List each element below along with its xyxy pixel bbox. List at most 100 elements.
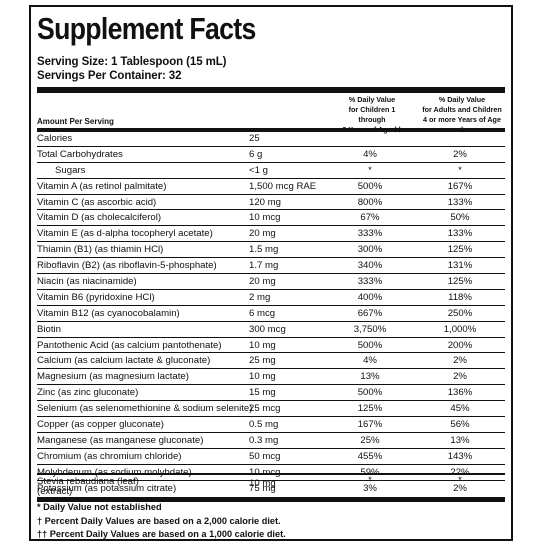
table-row: Vitamin A (as retinol palmitate) 1,500 mc… [37, 179, 505, 195]
table-row: Selenium (as selenomethionine & sodium s… [37, 401, 505, 418]
nutrient-amount: 300 mcg [249, 323, 286, 335]
nutrient-dv-children: 3% [363, 482, 377, 494]
table-row: Riboflavin (B2) (as riboflavin-5-phospha… [37, 258, 505, 275]
nutrient-dv-children: 333% [357, 228, 383, 240]
nutrient-name: Pantothenic Acid (as calcium pantothenat… [37, 339, 222, 351]
nutrient-name: Total Carbohydrates [37, 148, 123, 160]
nutrient-dv-children: 400% [357, 291, 383, 303]
nutrient-name: Sugars [55, 164, 86, 176]
nutrient-dv-adults: 131% [447, 260, 473, 272]
table-row: Sugars <1 g * * [37, 163, 505, 179]
nutrient-dv-adults: 250% [447, 307, 473, 319]
nutrient-dv-children: 500% [357, 180, 383, 192]
table-row: Biotin 300 mcg 3,750% 1,000% [37, 322, 505, 338]
stevia-row: Stevia rebaudiana (leaf) (extract) 10 mg… [37, 475, 505, 497]
nutrient-dv-children: 340% [357, 260, 383, 272]
nutrient-dv-children: 455% [357, 450, 383, 462]
table-row: Thiamin (B1) (as thiamin HCl) 1.5 mg 300% 1… [37, 242, 505, 259]
nutrient-name: Molybdenum (as sodium molybdate) [37, 465, 192, 480]
nutrient-amount: 75 mg [249, 482, 276, 494]
nutrient-amount: 50 mcg [249, 450, 281, 462]
header-divider-thick [37, 87, 505, 93]
nutrient-amount: 120 mg [249, 196, 281, 208]
adults-dv-header-line: % Daily Value [438, 95, 486, 104]
table-row: Magnesium (as magnesium lactate) 10 mg 13%… [37, 369, 505, 386]
nutrient-amount: 10 mcg [249, 212, 281, 224]
table-row: Calories 25 [37, 131, 505, 147]
nutrient-dv-children: 167% [357, 419, 383, 431]
adults-dv-header-line: for Adults and Children [422, 105, 502, 114]
nutrient-name: Vitamin A (as retinol palmitate) [37, 180, 167, 192]
table-row: Calcium (as calcium lactate & gluconate)… [37, 353, 505, 370]
nutrient-dv-adults: * [458, 164, 462, 176]
nutrient-amount: 20 mg [249, 276, 276, 288]
table-row: Manganese (as manganese gluconate) 0.3 mg… [37, 433, 505, 449]
panel-title: Supplement Facts [37, 11, 256, 46]
nutrient-dv-adults: 133% [447, 228, 473, 240]
stevia-dv-children: * [368, 475, 372, 486]
stevia-dv-adults: * [458, 475, 462, 486]
nutrient-name: Vitamin C (as ascorbic acid) [37, 196, 157, 208]
table-row: Total Carbohydrates 6 g 4% 2% [37, 147, 505, 163]
nutrient-dv-adults: 22% [421, 465, 499, 480]
servings-per-container: Servings Per Container: 32 [37, 70, 182, 82]
nutrient-dv-children: 500% [357, 339, 383, 351]
nutrient-name: Magnesium (as magnesium lactate) [37, 371, 189, 383]
nutrient-dv-children: 4% [363, 148, 377, 160]
footer-divider-thick [37, 497, 505, 502]
nutrient-dv-adults: 200% [447, 339, 473, 351]
table-row: Copper (as copper gluconate) 0.5 mg 167% 56… [37, 417, 505, 433]
nutrient-dv-children: 25% [360, 434, 380, 446]
nutrient-name: Copper (as copper gluconate) [37, 419, 164, 431]
nutrient-amount: 6 g [249, 148, 263, 160]
nutrient-name: Zinc (as zinc gluconate) [37, 387, 139, 399]
nutrient-amount: 1.5 mg [249, 244, 279, 256]
nutrient-dv-children: 125% [357, 403, 383, 415]
nutrient-amount: 20 mg [249, 228, 276, 240]
table-row: Vitamin B12 (as cyanocobalamin) 6 mcg 667%… [37, 306, 505, 322]
nutrient-amount: 1.7 mg [249, 260, 279, 272]
nutrient-dv-children: 800% [357, 196, 383, 208]
footnote: †† Percent Daily Values are based on a 1… [37, 529, 286, 540]
panel-inner: Supplement Facts Serving Size: 1 Tablesp… [37, 7, 505, 539]
nutrient-dv-adults: 133% [447, 196, 473, 208]
footnote: * Daily Value not established [37, 502, 162, 512]
nutrient-dv-adults: 1,000% [443, 323, 477, 335]
supplement-facts-panel: Supplement Facts Serving Size: 1 Tablesp… [29, 5, 513, 541]
nutrient-name: Vitamin B6 (pyridoxine HCl) [37, 291, 155, 303]
nutrient-name: Potassium (as potassium citrate) [37, 482, 177, 494]
nutrient-dv-children: 300% [357, 244, 383, 256]
children-dv-header-line: % Daily Value [348, 95, 396, 104]
nutrient-dv-children: 500% [357, 387, 383, 399]
nutrient-amount: <1 g [249, 164, 268, 176]
nutrient-amount: 25 mg [249, 355, 276, 367]
column-header-divider [37, 128, 505, 132]
nutrient-amount: 10 mg [249, 371, 276, 383]
children-dv-header-line: for Children 1 through [348, 105, 396, 124]
footnote: † Percent Daily Values are based on a 2,… [37, 515, 281, 526]
nutrient-dv-children: 3,750% [353, 323, 387, 335]
table-row: Niacin (as niacinamide) 20 mg 333% 125% [37, 274, 505, 290]
serving-size: Serving Size: 1 Tablespoon (15 mL) [37, 56, 227, 68]
stevia-name-line: Stevia rebaudiana (leaf) [37, 476, 139, 487]
nutrient-amount: 0.5 mg [249, 419, 279, 431]
nutrient-dv-adults: 118% [448, 291, 472, 303]
nutrient-name: Riboflavin (B2) (as riboflavin-5-phospha… [37, 260, 217, 272]
nutrient-name: Vitamin D (as cholecalciferol) [37, 212, 162, 224]
nutrient-amount: 10 mg [249, 339, 276, 351]
nutrient-dv-children: 333% [357, 276, 383, 288]
nutrient-name: Manganese (as manganese gluconate) [37, 434, 204, 446]
nutrient-amount: 2 mg [249, 291, 271, 303]
nutrient-amount: 10 mcg [249, 465, 280, 480]
nutrient-name: Niacin (as niacinamide) [37, 276, 137, 288]
table-row: Molybdenum (as sodium molybdate) 10 mcg 59… [37, 465, 505, 481]
nutrient-dv-adults: 125% [447, 244, 473, 256]
nutrient-dv-children: 13% [360, 371, 380, 383]
nutrient-dv-adults: 167% [447, 180, 473, 192]
table-row: Vitamin E (as d-alpha tocopheryl acetate… [37, 226, 505, 243]
stevia-amount: 10 mg [249, 478, 276, 489]
amount-per-serving-label: Amount Per Serving [37, 117, 114, 126]
nutrient-name: Thiamin (B1) (as thiamin HCl) [37, 244, 164, 256]
nutrient-dv-children: 59% [337, 465, 403, 480]
nutrient-dv-children: * [368, 164, 372, 176]
